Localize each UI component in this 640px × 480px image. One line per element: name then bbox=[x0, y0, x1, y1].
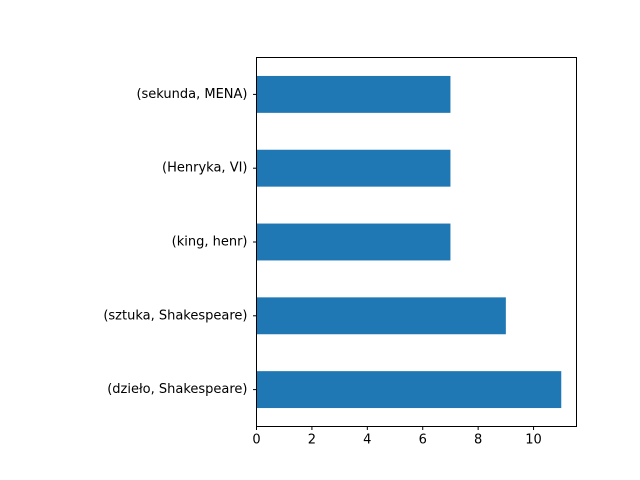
bar bbox=[256, 371, 562, 409]
y-tick-label: (Henryka, VI) bbox=[162, 161, 247, 176]
y-axis: (dzieło, Shakespeare) (sztuka, Shakespear… bbox=[103, 87, 257, 397]
bar bbox=[256, 223, 451, 261]
bar bbox=[256, 297, 506, 335]
x-tick-label: 0 bbox=[252, 433, 260, 448]
y-tick-label: (sekunda, MENA) bbox=[136, 87, 247, 102]
x-tick-label: 2 bbox=[308, 433, 316, 448]
x-tick-label: 4 bbox=[363, 433, 371, 448]
x-tick-label: 8 bbox=[474, 433, 482, 448]
x-axis: 0 2 4 6 8 10 bbox=[252, 426, 542, 448]
x-tick-label: 10 bbox=[525, 433, 542, 448]
bar bbox=[256, 75, 451, 113]
bar bbox=[256, 149, 451, 187]
y-tick-label: (sztuka, Shakespeare) bbox=[103, 308, 247, 323]
y-tick-label: (dzieło, Shakespeare) bbox=[107, 382, 247, 397]
bars-group bbox=[256, 75, 562, 409]
x-tick-label: 6 bbox=[419, 433, 427, 448]
y-tick-label: (king, henr) bbox=[172, 235, 248, 250]
